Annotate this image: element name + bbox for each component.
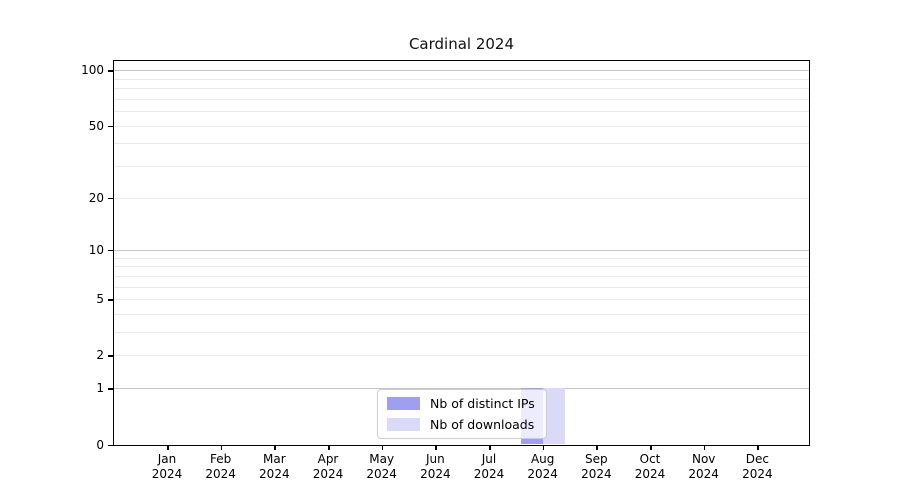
month-label: Aug [530,452,555,466]
year-label: 2024 [312,467,344,481]
y-tick-label: 2 [96,348,104,363]
y-tick-mark [108,299,113,301]
y-tick-mark [108,444,113,446]
x-tick-mark [274,446,276,450]
year-label: 2024 [473,467,505,481]
x-tick-label-feb: Feb 2024 [189,452,253,482]
gridline-minor [113,313,810,315]
legend-swatch [387,397,420,410]
x-tick-mark [328,446,330,450]
x-tick-mark [220,446,223,450]
x-tick-label-nov: Nov 2024 [672,452,736,482]
gridline-major [113,299,810,301]
gridline-minor [113,87,810,89]
y-tick-label: 5 [96,292,104,307]
month-label: Dec [745,452,769,466]
x-tick-label-oct: Oct 2024 [618,452,682,482]
x-tick-label-sep: Sep 2024 [564,452,628,482]
month-label: Oct [639,452,661,466]
x-tick-mark [381,446,384,450]
bar-nb-of-downloads [542,388,565,445]
month-label: Jan [157,452,177,466]
x-tick-label-aug: Aug 2024 [511,452,575,482]
y-tick-mark [108,125,113,128]
y-tick-label: 20 [88,190,104,205]
y-tick-label: 50 [88,118,104,133]
x-tick-mark [489,446,491,450]
month-label: Mar [263,452,286,466]
year-label: 2024 [205,467,236,481]
month-label: Nov [691,452,716,466]
month-label: May [369,452,395,466]
year-label: 2024 [259,467,290,481]
legend-swatch [387,418,420,431]
gridline-minor [113,111,810,112]
month-label: Feb [210,452,232,466]
x-tick-mark [435,446,437,450]
gridline-minor [113,78,810,80]
month-label: Sep [585,452,608,466]
gridline-minor [113,98,810,100]
year-label: 2024 [742,467,773,481]
x-tick-mark [703,446,706,450]
legend-item: Nb of downloads [387,417,537,432]
x-tick-mark [167,446,169,450]
x-tick-label-jan: Jan 2024 [135,452,199,482]
x-tick-mark [650,446,652,450]
y-tick-label: 10 [88,242,104,257]
x-tick-label-mar: Mar 2024 [242,452,306,482]
legend-item: Nb of distinct IPs [387,396,537,411]
gridline-minor [113,275,810,277]
gridline-minor [113,266,810,268]
legend-box: Nb of distinct IPs Nb of downloads [377,389,547,439]
chart-title: Cardinal 2024 [408,35,515,53]
gridline-major [113,197,810,199]
year-label: 2024 [634,467,666,481]
gridline-major [113,70,810,72]
year-label: 2024 [366,467,397,481]
year-label: 2024 [420,467,451,481]
gridline-major [113,249,810,251]
gridline-minor [113,257,810,259]
gridline-major [113,125,810,127]
month-label: Jul [481,452,497,466]
legend-label: Nb of downloads [430,417,535,432]
gridline-major [113,388,810,390]
gridline-minor [113,143,810,145]
x-tick-label-jun: Jun 2024 [403,452,467,482]
year-label: 2024 [151,467,183,481]
x-tick-label-dec: Dec 2024 [725,452,789,482]
year-label: 2024 [581,467,612,481]
gridline-minor [113,286,810,288]
month-label: Jun [425,452,445,466]
y-tick-mark [108,355,113,357]
gridline-minor [113,165,810,167]
gridline-minor [113,332,810,334]
y-tick-label: 100 [81,63,104,78]
gridline-major [113,355,810,357]
y-tick-mark [108,70,113,72]
y-tick-label: 1 [96,381,104,396]
year-label: 2024 [527,467,558,481]
x-tick-label-jul: Jul 2024 [457,452,521,482]
x-tick-mark [542,446,545,450]
x-tick-label-apr: Apr 2024 [296,452,360,482]
year-label: 2024 [688,467,719,481]
month-label: Apr [317,452,339,466]
x-tick-mark [596,446,598,450]
y-tick-mark [108,197,113,199]
y-tick-label: 0 [96,437,104,452]
legend-label: Nb of distinct IPs [430,396,535,411]
x-tick-mark [757,446,759,450]
y-tick-mark [108,388,113,390]
x-tick-label-may: May 2024 [350,452,414,482]
y-tick-mark [108,249,113,252]
